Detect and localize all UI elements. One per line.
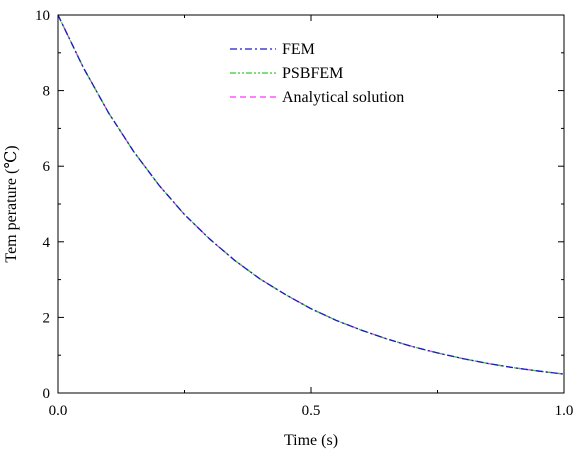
legend-label: FEM	[282, 41, 315, 58]
axes-layer: 0.0 0.5 1.0 0 2 4 6 8 10	[35, 8, 573, 419]
x-tick-label: 0.0	[49, 403, 68, 419]
y-tick-label: 8	[43, 84, 51, 100]
series-layer	[57, 14, 565, 375]
y-tick-label: 2	[43, 310, 51, 326]
legend-label: Analytical solution	[282, 89, 404, 106]
legend: FEM PSBFEM Analytical solution	[230, 41, 404, 106]
y-tick-label: 6	[43, 159, 51, 175]
x-tick-label: 0.5	[302, 403, 321, 419]
series-line-fem	[57, 14, 565, 375]
x-tick-label: 1.0	[555, 403, 574, 419]
y-tick-label: 0	[43, 386, 51, 402]
y-tick-label: 4	[43, 235, 51, 251]
y-tick-label: 10	[35, 8, 50, 24]
y-axis-title: Tem perature (℃)	[3, 145, 20, 262]
x-axis-title: Time (s)	[284, 432, 338, 449]
legend-label: PSBFEM	[282, 65, 343, 82]
